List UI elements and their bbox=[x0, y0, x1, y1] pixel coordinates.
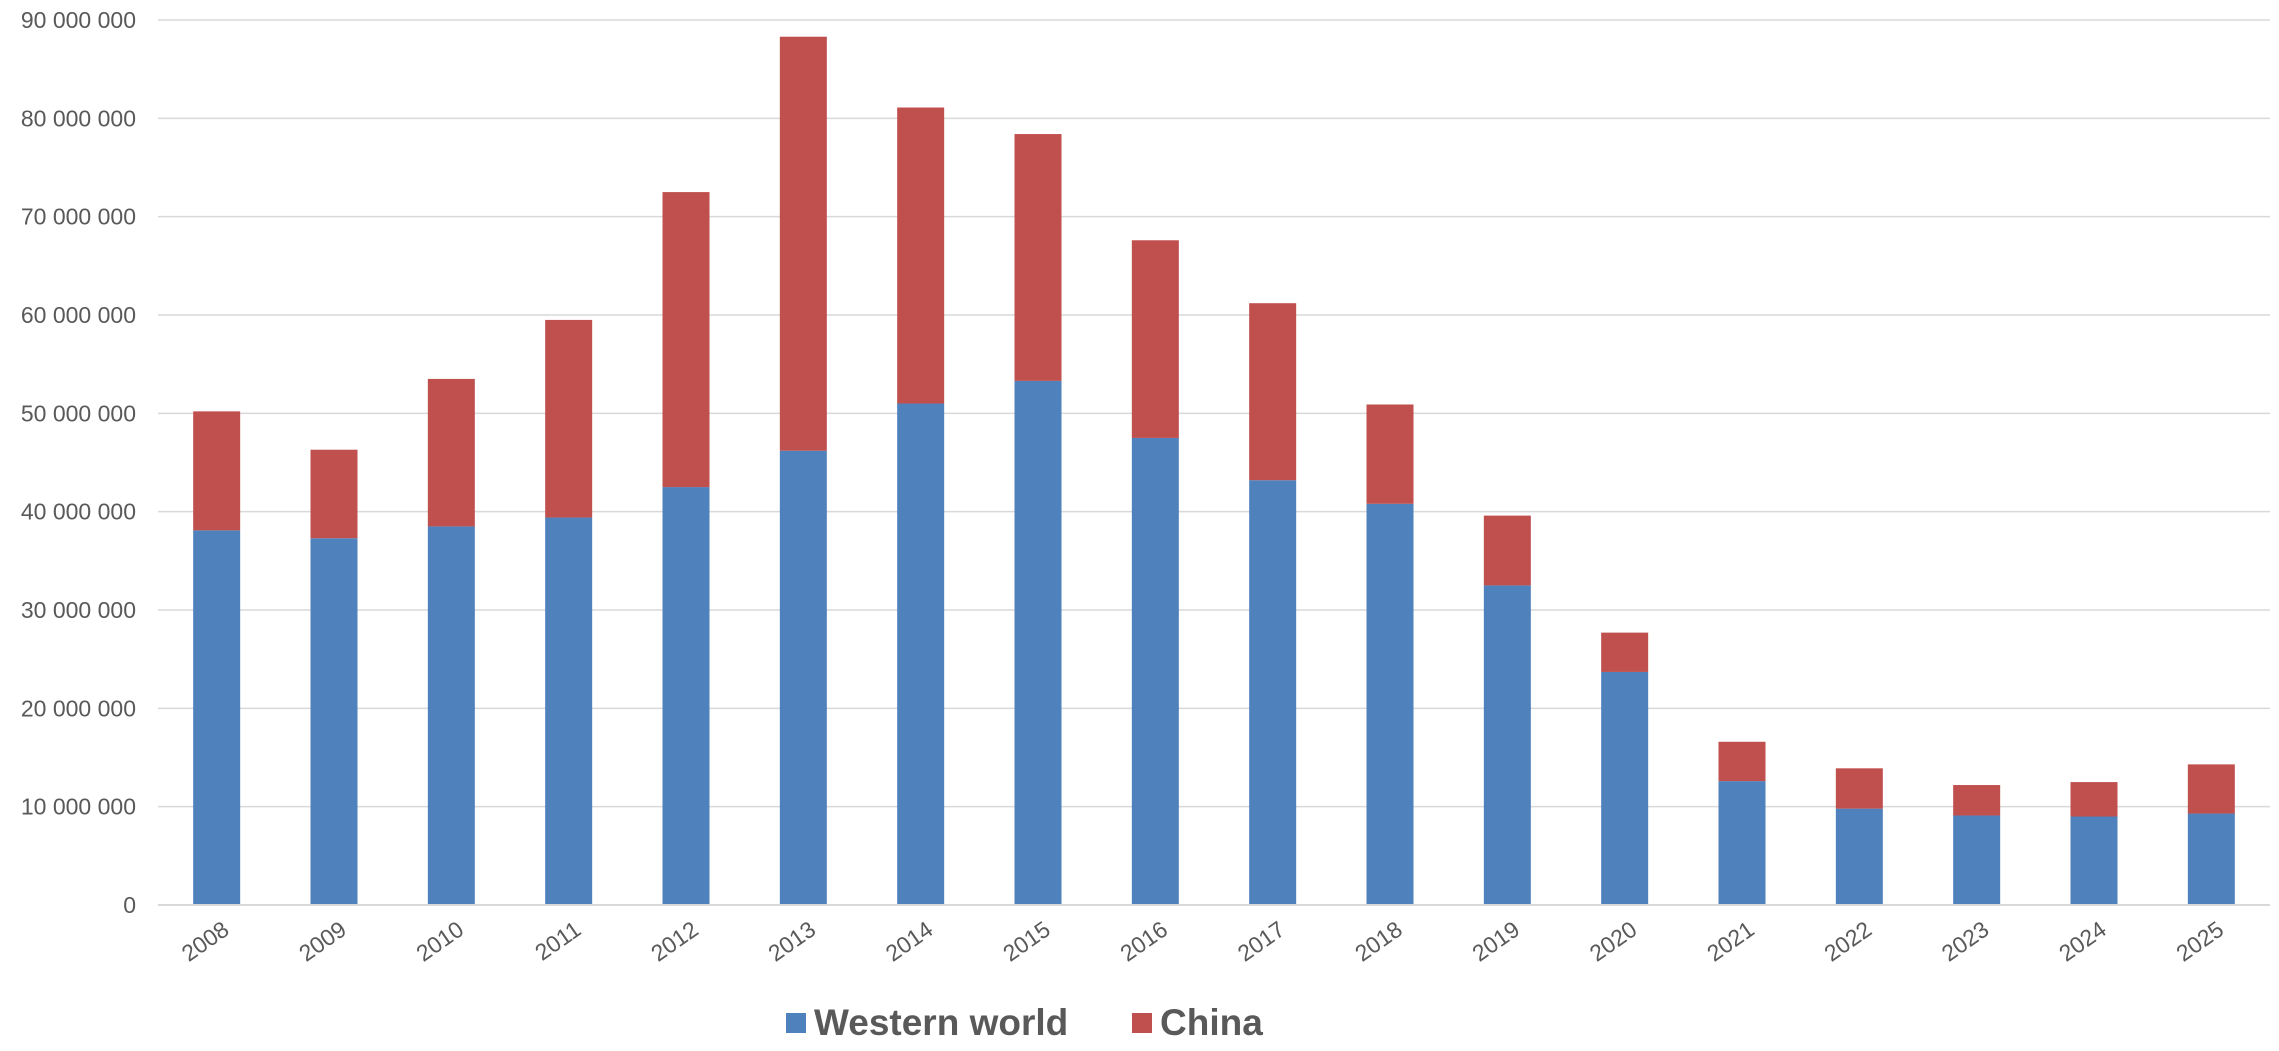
x-tick-label: 2020 bbox=[1585, 916, 1642, 967]
y-tick-label: 20 000 000 bbox=[21, 695, 136, 721]
y-axis-tick-labels: 0 10 000 000 20 000 000 30 000 000 40 000 00… bbox=[21, 7, 136, 918]
bar-china-2022 bbox=[1835, 768, 1883, 809]
y-tick-label: 60 000 000 bbox=[21, 302, 136, 328]
x-tick-label: 2011 bbox=[530, 916, 585, 966]
bar-western-world-2016 bbox=[1131, 437, 1179, 905]
bar-china-2017 bbox=[1249, 303, 1297, 481]
legend: Western world China bbox=[786, 1002, 1263, 1043]
x-tick-label: 2025 bbox=[2171, 916, 2228, 967]
y-tick-label: 80 000 000 bbox=[21, 105, 136, 131]
bar-western-world-2024 bbox=[2070, 816, 2118, 905]
x-tick-label: 2013 bbox=[763, 916, 820, 967]
bar-western-world-2014 bbox=[897, 403, 945, 905]
x-tick-label: 2021 bbox=[1702, 916, 1759, 967]
bar-china-2013 bbox=[779, 36, 827, 451]
x-tick-label: 2022 bbox=[1819, 916, 1876, 967]
bar-china-2019 bbox=[1483, 515, 1531, 586]
bar-china-2023 bbox=[1953, 785, 2001, 816]
bar-china-2011 bbox=[545, 319, 593, 518]
x-axis-tick-labels: 2008 2009 2010 2011 2012 2013 2014 2015 2016 2017… bbox=[177, 916, 2228, 967]
x-tick-label: 2018 bbox=[1350, 916, 1407, 967]
y-tick-label: 50 000 000 bbox=[21, 400, 136, 426]
gridlines bbox=[158, 19, 2270, 808]
y-tick-label: 10 000 000 bbox=[21, 794, 136, 820]
bar-western-world-2008 bbox=[193, 530, 241, 905]
y-tick-label: 90 000 000 bbox=[21, 7, 136, 33]
x-tick-label: 2023 bbox=[1937, 916, 1994, 967]
legend-label-china: China bbox=[1160, 1002, 1263, 1043]
bar-western-world-2009 bbox=[310, 538, 358, 905]
bar-china-2008 bbox=[193, 411, 241, 531]
bar-western-world-2022 bbox=[1835, 808, 1883, 905]
bar-china-2015 bbox=[1014, 134, 1062, 381]
y-tick-label: 70 000 000 bbox=[21, 204, 136, 230]
x-tick-label: 2012 bbox=[646, 916, 703, 967]
bar-china-2012 bbox=[662, 192, 710, 488]
x-tick-label: 2017 bbox=[1233, 916, 1290, 967]
bar-western-world-2011 bbox=[545, 517, 593, 905]
x-tick-label: 2008 bbox=[177, 916, 234, 967]
x-tick-label: 2019 bbox=[1467, 916, 1524, 967]
bar-western-world-2018 bbox=[1366, 503, 1414, 905]
bar-china-2025 bbox=[2187, 764, 2235, 814]
y-tick-label: 0 bbox=[123, 892, 136, 918]
bar-china-2014 bbox=[897, 107, 945, 404]
bar-china-2018 bbox=[1366, 404, 1414, 504]
bar-china-2021 bbox=[1718, 741, 1766, 782]
bar-western-world-2021 bbox=[1718, 781, 1766, 905]
bar-china-2016 bbox=[1131, 240, 1179, 438]
x-tick-label: 2009 bbox=[294, 916, 351, 967]
bar-western-world-2025 bbox=[2187, 813, 2235, 905]
bar-china-2009 bbox=[310, 449, 358, 539]
bar-china-2010 bbox=[427, 378, 475, 527]
legend-swatch-china bbox=[1132, 1013, 1152, 1033]
x-tick-label: 2010 bbox=[411, 916, 468, 967]
legend-label-western-world: Western world bbox=[814, 1002, 1068, 1043]
x-tick-label: 2016 bbox=[1115, 916, 1172, 967]
y-tick-label: 40 000 000 bbox=[21, 499, 136, 525]
bar-series bbox=[193, 36, 2235, 906]
bar-western-world-2023 bbox=[1953, 815, 2001, 905]
y-tick-label: 30 000 000 bbox=[21, 597, 136, 623]
bar-western-world-2010 bbox=[427, 526, 475, 905]
bar-western-world-2020 bbox=[1601, 671, 1649, 905]
bar-western-world-2013 bbox=[779, 450, 827, 905]
legend-swatch-western-world bbox=[786, 1013, 806, 1033]
x-tick-label: 2015 bbox=[998, 916, 1055, 967]
bar-western-world-2015 bbox=[1014, 380, 1062, 906]
bar-western-world-2019 bbox=[1483, 585, 1531, 905]
bar-western-world-2012 bbox=[662, 487, 710, 905]
bar-china-2024 bbox=[2070, 782, 2118, 817]
bar-china-2020 bbox=[1601, 632, 1649, 672]
x-tick-label: 2014 bbox=[881, 916, 938, 967]
x-tick-label: 2024 bbox=[2054, 916, 2111, 967]
bar-western-world-2017 bbox=[1249, 480, 1297, 905]
